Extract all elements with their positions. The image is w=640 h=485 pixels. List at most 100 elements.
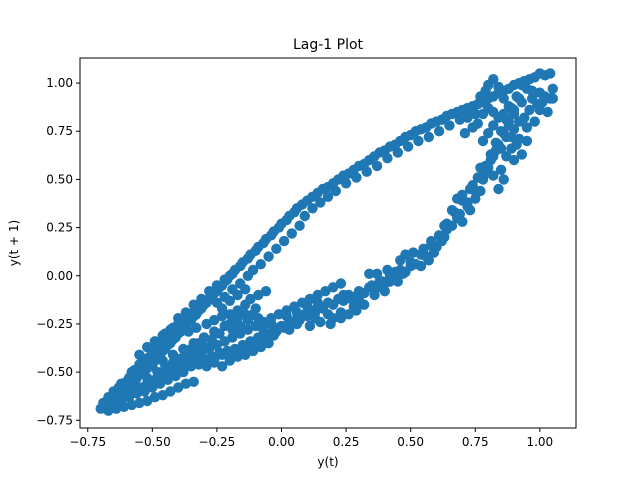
data-point <box>281 311 292 322</box>
y-tick-label: −0.50 <box>36 365 73 379</box>
data-point <box>508 154 520 166</box>
data-point <box>315 316 326 328</box>
data-point <box>480 85 491 97</box>
data-point <box>209 357 220 368</box>
data-point <box>224 355 235 366</box>
x-tick-label: −0.50 <box>134 435 171 449</box>
data-point <box>547 83 558 95</box>
data-point <box>338 289 349 301</box>
data-point <box>307 203 318 214</box>
data-point <box>289 207 300 218</box>
data-point <box>201 361 212 372</box>
data-point <box>400 249 411 260</box>
y-tick-label: 0.50 <box>46 172 73 186</box>
data-point <box>242 324 254 335</box>
data-point <box>454 114 465 125</box>
data-point <box>284 324 295 335</box>
data-point <box>165 386 176 397</box>
data-point <box>444 120 455 131</box>
data-point <box>211 297 223 308</box>
scatter-points <box>95 68 558 416</box>
data-point <box>433 126 445 137</box>
x-tick-label: 0.75 <box>462 435 489 449</box>
y-tick-label: −0.75 <box>36 413 73 427</box>
data-point <box>139 386 150 397</box>
data-point <box>410 126 421 137</box>
data-point <box>247 345 259 357</box>
data-point <box>379 286 390 297</box>
data-point <box>209 314 220 326</box>
data-point <box>428 247 440 258</box>
data-point <box>185 343 197 355</box>
data-point <box>408 247 419 258</box>
data-point <box>227 268 238 279</box>
data-point <box>129 365 140 376</box>
data-point <box>123 372 135 384</box>
data-point <box>483 128 494 139</box>
data-point <box>315 197 326 208</box>
data-point <box>529 116 540 127</box>
data-point <box>511 139 522 150</box>
data-point <box>328 282 339 293</box>
data-point <box>235 278 246 289</box>
data-point <box>335 278 347 289</box>
data-point <box>219 336 230 347</box>
data-point <box>286 228 297 239</box>
data-point <box>488 74 499 85</box>
y-axis-ticks: −0.75 −0.50 −0.25 0.00 0.25 0.50 0.75 1.00 <box>36 76 80 427</box>
data-point <box>232 305 243 316</box>
data-point <box>291 318 303 330</box>
data-point <box>266 318 277 330</box>
data-point <box>503 101 514 112</box>
y-tick-label: 0.00 <box>46 269 73 283</box>
data-point <box>322 191 334 202</box>
data-point <box>542 106 553 118</box>
data-point <box>488 120 499 131</box>
data-point <box>266 230 277 241</box>
data-point <box>312 297 323 308</box>
data-point <box>242 253 254 264</box>
data-point <box>464 108 476 120</box>
data-point <box>235 260 246 272</box>
x-axis-label: y(t) <box>317 455 338 469</box>
data-point <box>493 81 504 93</box>
data-point <box>477 135 489 147</box>
data-point <box>521 122 533 133</box>
data-point <box>498 108 509 120</box>
data-point <box>498 174 509 185</box>
data-point <box>325 318 336 330</box>
data-point <box>188 307 199 318</box>
data-point <box>413 135 424 147</box>
data-point <box>371 160 383 172</box>
data-point <box>431 116 442 127</box>
data-point <box>457 189 468 200</box>
data-point <box>498 93 509 104</box>
data-point <box>371 268 383 279</box>
data-point <box>294 220 305 231</box>
data-point <box>526 85 538 97</box>
data-point <box>495 164 507 175</box>
data-point <box>366 280 378 291</box>
data-point <box>260 286 272 297</box>
data-point <box>446 205 458 216</box>
data-point <box>534 68 545 79</box>
data-point <box>113 393 125 405</box>
data-point <box>467 180 478 191</box>
data-point <box>273 222 285 233</box>
y-tick-label: 1.00 <box>46 76 73 90</box>
x-tick-label: 0.50 <box>397 435 424 449</box>
data-point <box>302 301 313 312</box>
data-point <box>485 154 496 166</box>
data-point <box>126 399 137 411</box>
x-tick-label: 0.00 <box>268 435 295 449</box>
data-point <box>188 376 199 387</box>
data-point <box>312 289 323 301</box>
data-point <box>488 170 499 181</box>
data-point <box>405 260 416 272</box>
data-point <box>508 124 520 135</box>
data-point <box>227 332 238 343</box>
x-tick-label: 1.00 <box>526 435 553 449</box>
data-point <box>162 328 173 339</box>
data-point <box>503 83 514 95</box>
